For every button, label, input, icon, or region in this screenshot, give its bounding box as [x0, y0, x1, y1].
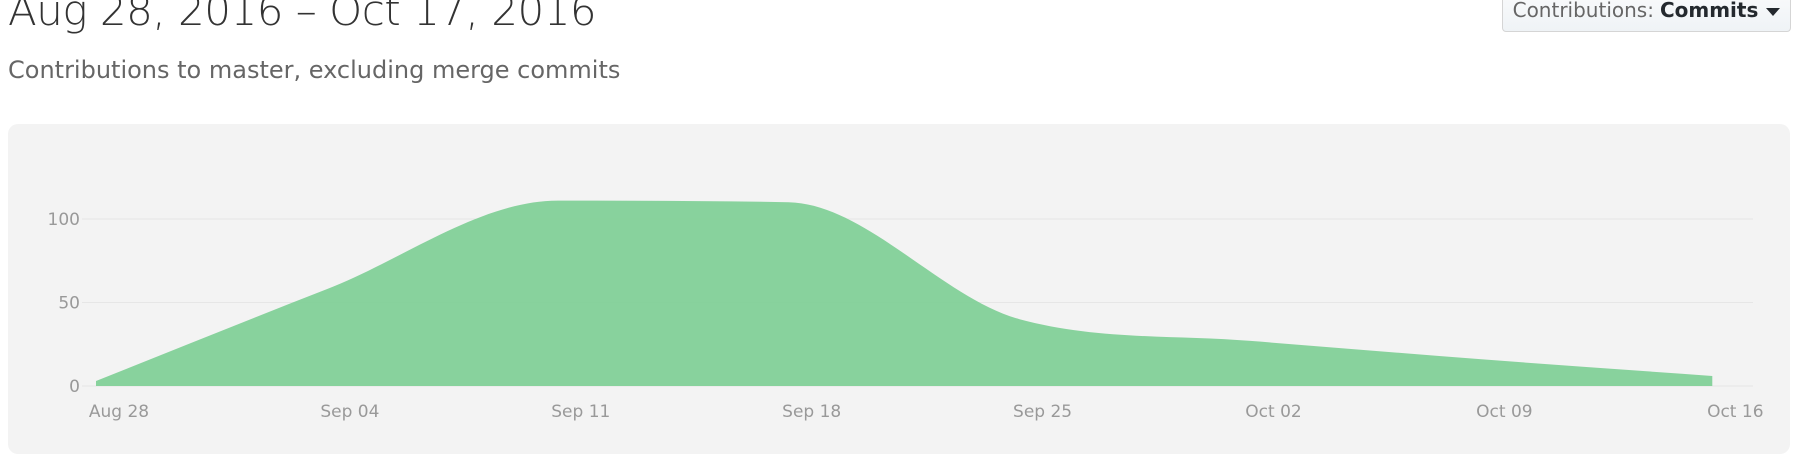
- commits-area-series: [96, 200, 1713, 386]
- date-range-title: Aug 28, 2016 – Oct 17, 2016: [8, 0, 597, 35]
- contributions-area-chart: 0 50 100 Aug 28 Sep 04 Sep 11 Sep 18 Sep 25 Oct …: [48, 200, 1764, 422]
- dropdown-prefix-label: Contributions:: [1512, 0, 1654, 22]
- y-tick-label: 100: [48, 210, 80, 230]
- y-tick-label: 50: [58, 294, 80, 314]
- contributions-subtitle: Contributions to master, excluding merge…: [8, 56, 621, 84]
- x-tick-label: Sep 11: [551, 402, 610, 422]
- x-tick-label: Oct 16: [1707, 402, 1763, 422]
- x-tick-label: Oct 02: [1245, 402, 1301, 422]
- contributions-chart-panel: 0 50 100 Aug 28 Sep 04 Sep 11 Sep 18 Sep 25 Oct …: [8, 124, 1790, 454]
- contributions-type-dropdown[interactable]: Contributions: Commits: [1502, 0, 1791, 32]
- x-tick-label: Sep 25: [1013, 402, 1072, 422]
- x-tick-label: Sep 18: [782, 402, 841, 422]
- caret-down-icon: [1766, 8, 1781, 16]
- x-tick-label: Sep 04: [320, 402, 379, 422]
- dropdown-selected-value: Commits: [1659, 0, 1759, 22]
- x-tick-label: Aug 28: [89, 402, 149, 422]
- x-tick-label: Oct 09: [1476, 402, 1532, 422]
- y-tick-label: 0: [69, 377, 80, 397]
